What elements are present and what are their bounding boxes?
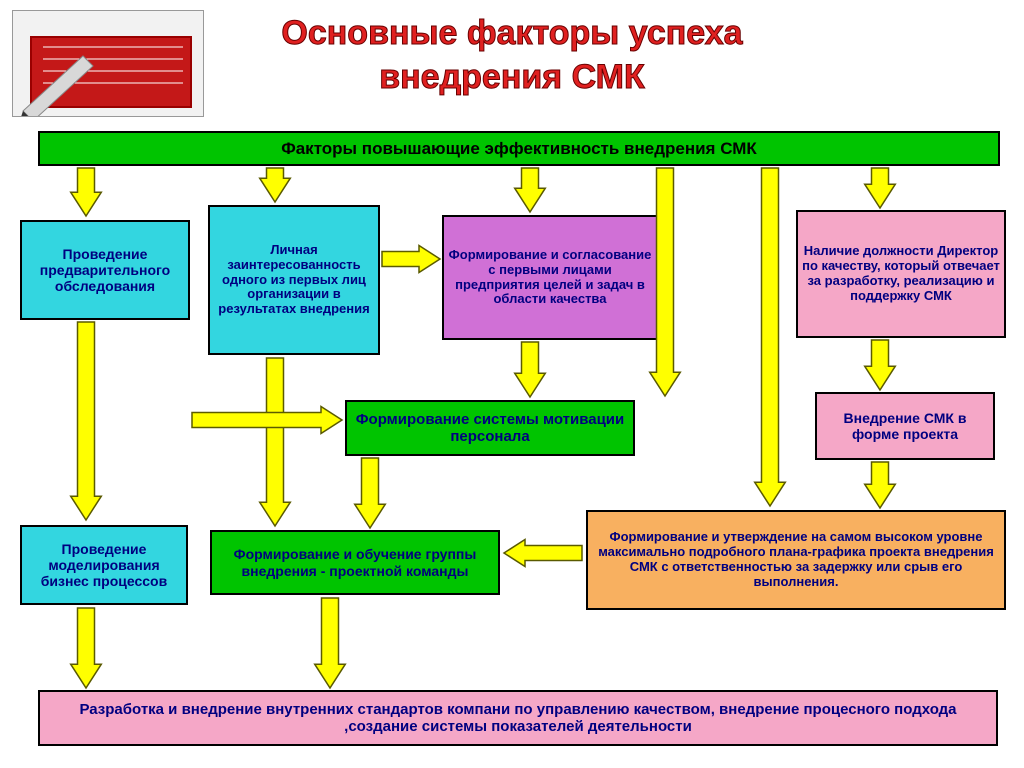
diagram-stage: { "title": { "line1": "Основные факторы … [0,0,1024,768]
arrow-layer [0,0,1024,768]
